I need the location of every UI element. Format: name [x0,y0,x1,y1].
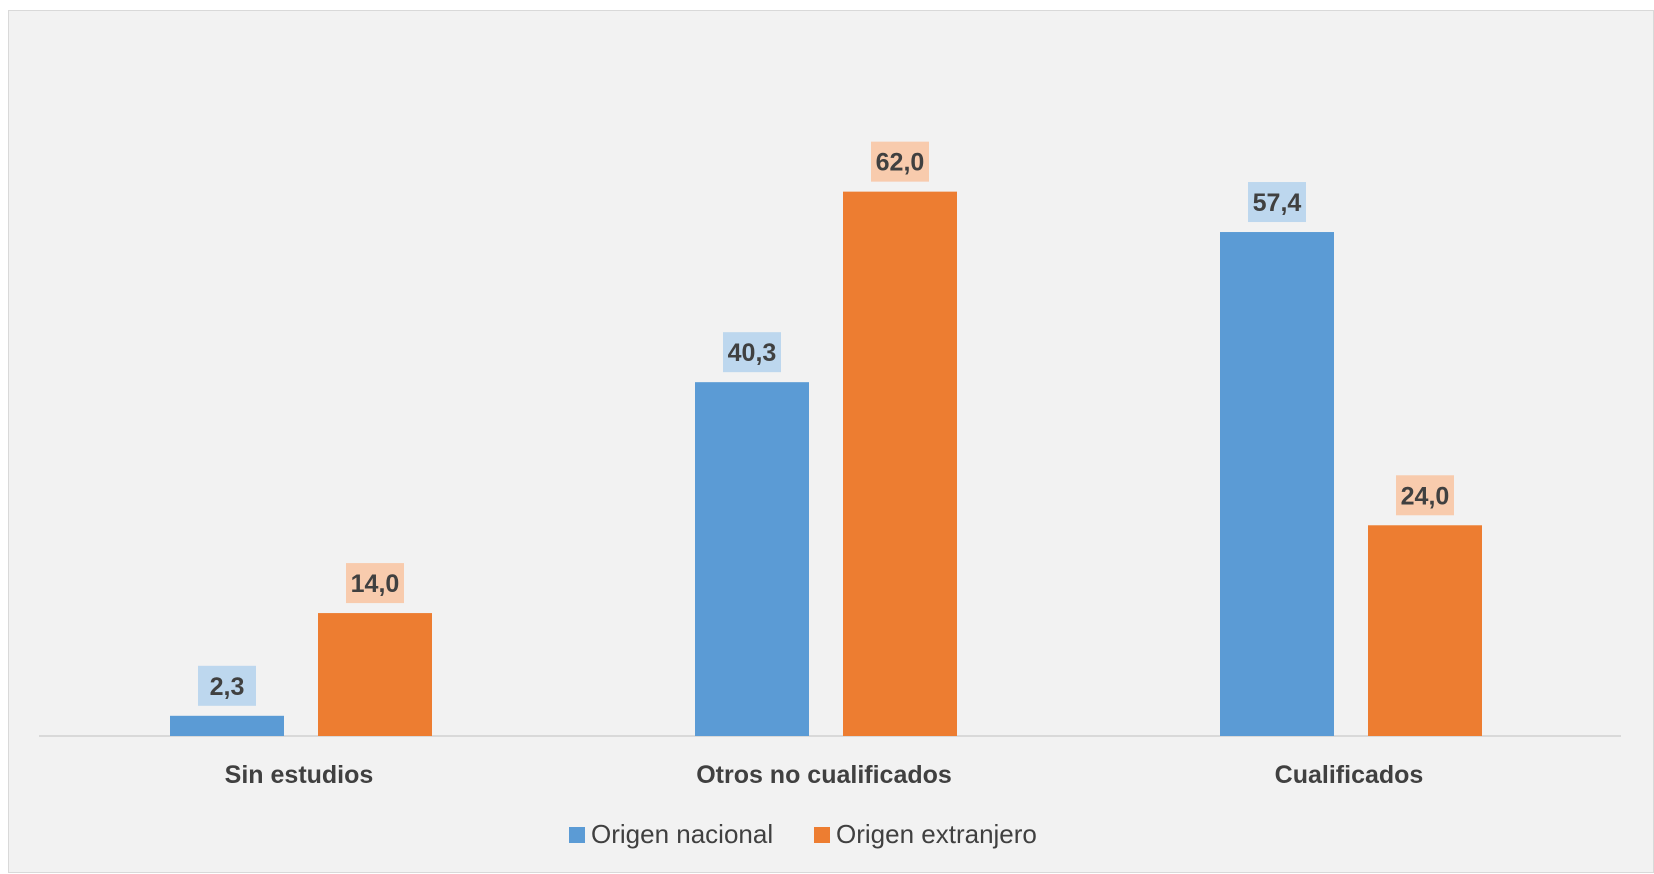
category-labels-group: Sin estudios Otros no cualificados Cualifi… [225,761,1424,789]
bar-nacional-0 [170,715,284,736]
bar-nacional-2 [1220,232,1334,736]
legend-label: Origen extranjero [836,819,1037,849]
data-label-bg [346,563,404,604]
value-labels-group: 2,3 14,0 40,3 62,0 57,4 24,0 [198,141,1454,706]
category-label: Otros no cualificados [696,761,952,789]
bar-nacional-1 [695,382,809,736]
data-label-bg [1396,475,1454,516]
legend-label: Origen nacional [591,819,773,849]
bar-extranjero-1 [843,191,957,736]
legend-swatch-nacional [569,827,585,843]
category-label: Sin estudios [225,761,374,789]
bar-extranjero-0 [318,613,432,736]
data-label: 24,0 [1401,482,1450,510]
data-label: 57,4 [1253,189,1302,217]
data-label-bg [723,332,781,373]
bar-extranjero-2 [1368,525,1482,736]
data-label-bg [198,665,256,706]
data-label: 2,3 [210,673,245,701]
category-label: Cualificados [1275,761,1424,789]
data-label: 62,0 [876,149,925,177]
data-label-bg [871,141,929,182]
legend: Origen nacional Origen extranjero [569,819,1037,849]
data-label: 40,3 [728,339,777,367]
data-label-bg [1248,182,1306,223]
data-label: 14,0 [351,570,400,598]
bar-chart: 2,3 14,0 40,3 62,0 57,4 24,0 Sin estudios Otro… [39,141,1621,849]
bars-group [170,191,1482,736]
chart-area: 2,3 14,0 40,3 62,0 57,4 24,0 Sin estudios Otro… [8,10,1654,873]
legend-swatch-extranjero [814,827,830,843]
